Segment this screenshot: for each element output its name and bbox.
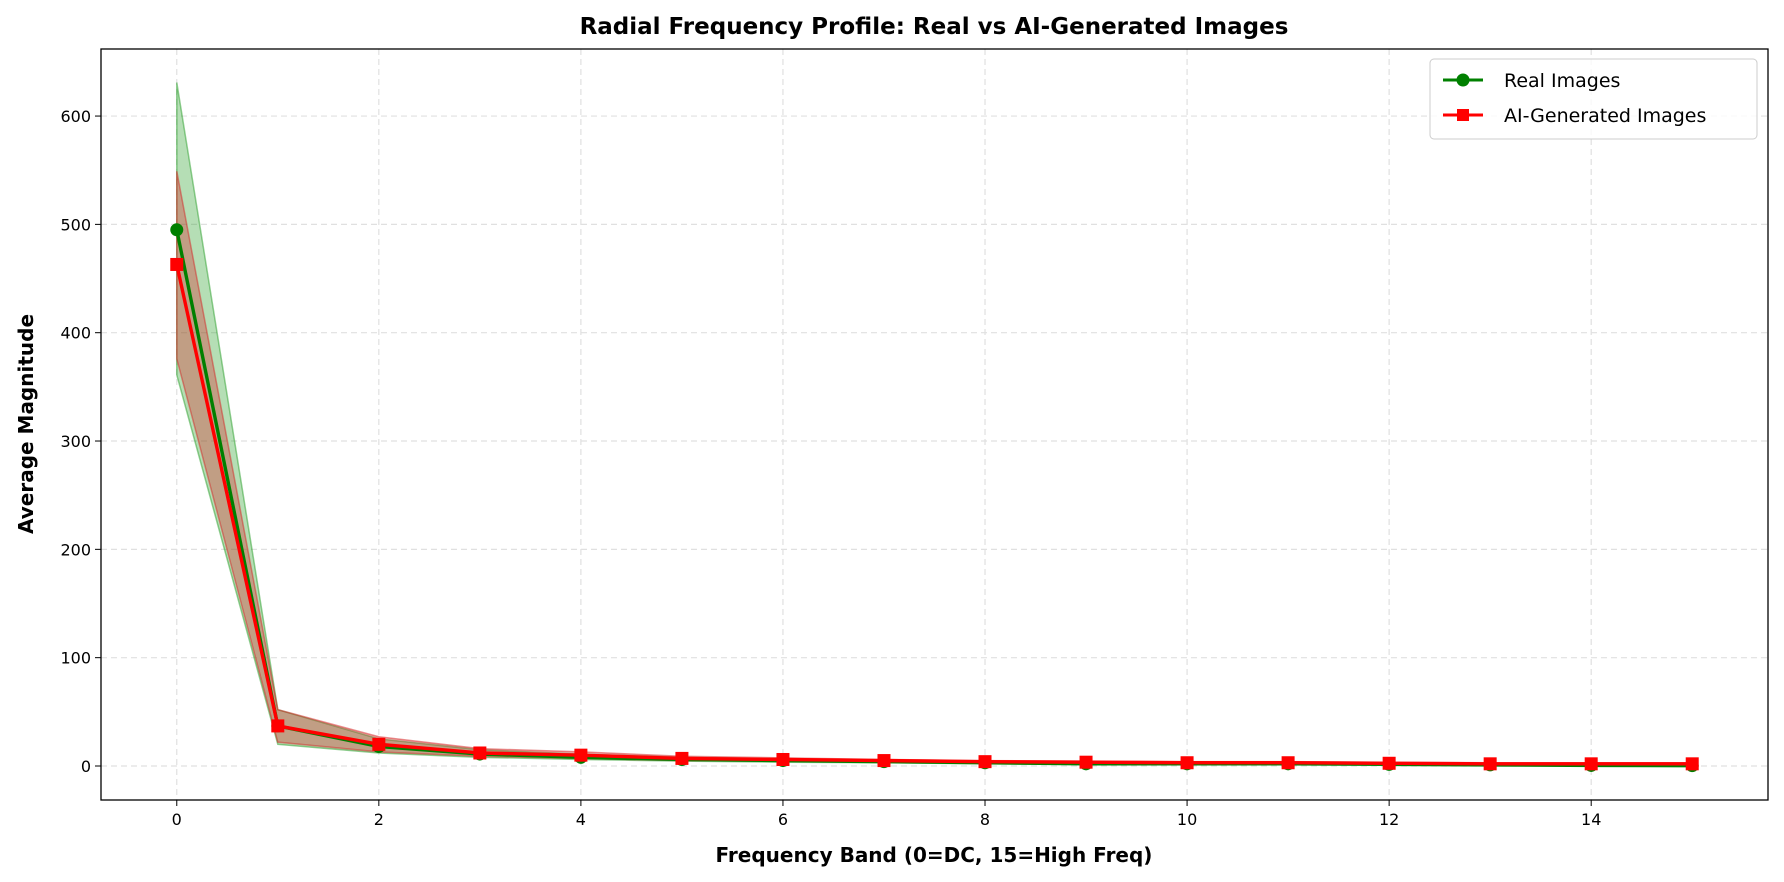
legend-marker-real [1456,73,1470,87]
x-axis-label: Frequency Band (0=DC, 15=High Freq) [716,843,1153,867]
data-point-real [170,223,184,237]
data-point-ai [1382,756,1396,770]
y-tick-label: 600 [60,107,91,126]
x-tick-label: 14 [1581,810,1601,829]
legend-label-real: Real Images [1504,70,1620,92]
std-band-ai [176,171,1693,766]
data-point-ai [675,751,689,765]
series-lines [170,223,1699,773]
data-point-ai [978,755,992,769]
x-tick-label: 6 [778,810,788,829]
y-axis-label: Average Magnitude [14,314,38,534]
y-tick-label: 100 [60,649,91,668]
data-point-ai [1483,757,1497,771]
data-point-ai [473,746,487,760]
data-point-ai [1584,757,1598,771]
x-tick-label: 2 [374,810,384,829]
series-line-ai [175,264,1693,766]
std-band-real [176,82,1693,767]
chart-title: Radial Frequency Profile: Real vs AI-Gen… [580,14,1289,40]
legend-marker-ai [1457,109,1469,121]
x-tick-label: 4 [576,810,586,829]
data-point-ai [877,754,891,768]
x-tick-label: 12 [1379,810,1399,829]
legend: Real Images AI-Generated Images [1429,58,1758,140]
series-line-real [175,229,1693,768]
y-tick-label: 200 [60,540,91,559]
legend-label-ai: AI-Generated Images [1504,105,1706,127]
data-point-ai [1079,755,1093,769]
data-point-ai [1281,756,1295,770]
y-tick-label: 300 [60,432,91,451]
x-tick-label: 8 [980,810,990,829]
legend-frame [1429,58,1758,140]
data-point-ai [574,748,588,762]
data-point-ai [1685,757,1699,771]
grid [101,49,1768,800]
data-point-ai [776,752,790,766]
y-tick-label: 0 [81,757,91,776]
data-point-ai [271,719,285,733]
data-point-ai [372,737,386,751]
plot-frame [100,48,1769,801]
x-tick-label: 0 [172,810,182,829]
confidence-bands [176,82,1693,767]
x-tick-label: 10 [1177,810,1197,829]
data-point-ai [1180,756,1194,770]
y-tick-label: 500 [60,215,91,234]
ticks: 0 2 4 6 8 10 12 14 0 100 200 300 400 500 600 [60,107,1601,829]
data-point-ai [170,257,184,271]
y-tick-label: 400 [60,324,91,343]
